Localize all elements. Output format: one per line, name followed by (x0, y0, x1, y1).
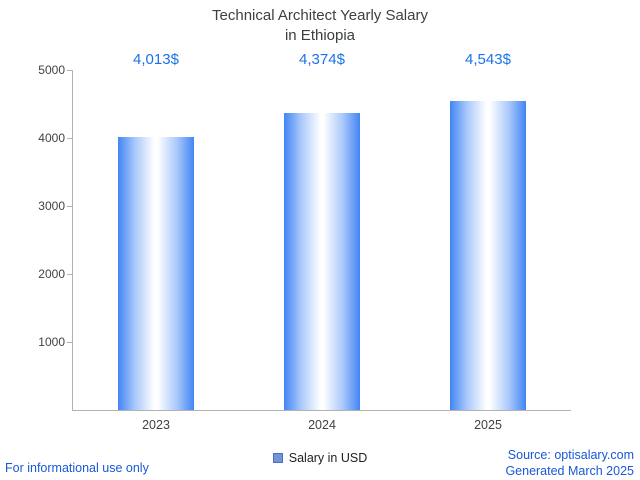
chart-title: Technical Architect Yearly Salary in Eth… (0, 6, 640, 47)
generated-date: Generated March 2025 (505, 464, 634, 478)
source-link[interactable]: Source: optisalary.com (507, 448, 634, 462)
value-label-2025: 4,543$ (465, 51, 511, 68)
y-tick-mark (67, 342, 73, 343)
y-tick-mark (67, 70, 73, 71)
y-tick-mark (67, 206, 73, 207)
y-tick-label: 4000 (38, 131, 65, 145)
value-label-2024: 4,374$ (299, 51, 345, 68)
value-label-2023: 4,013$ (133, 51, 179, 68)
x-tick-label-2023: 2023 (142, 418, 170, 432)
chart-title-line1: Technical Architect Yearly Salary (212, 7, 428, 24)
bar-2025 (450, 101, 526, 410)
x-tick-label-2025: 2025 (474, 418, 502, 432)
legend-swatch (272, 453, 283, 463)
disclaimer-link[interactable]: For informational use only (5, 461, 149, 475)
y-tick-label: 5000 (38, 63, 65, 77)
bar-2023 (118, 137, 194, 410)
y-tick-mark (67, 138, 73, 139)
y-tick-mark (67, 274, 73, 275)
y-tick-label: 3000 (38, 199, 65, 213)
bar-2024 (284, 113, 360, 410)
y-tick-label: 1000 (38, 335, 65, 349)
chart-title-line2: in Ethiopia (284, 27, 356, 45)
y-tick-label: 2000 (38, 267, 65, 281)
legend-label: Salary in USD (288, 451, 368, 465)
source-block: Source: optisalary.com Generated March 2… (505, 447, 634, 479)
x-tick-label-2024: 2024 (308, 418, 336, 432)
legend: Salary in USD (0, 451, 640, 465)
plot-area: 1000 2000 3000 4000 5000 4,013$ 2023 4,374$ 2024… (38, 52, 571, 432)
